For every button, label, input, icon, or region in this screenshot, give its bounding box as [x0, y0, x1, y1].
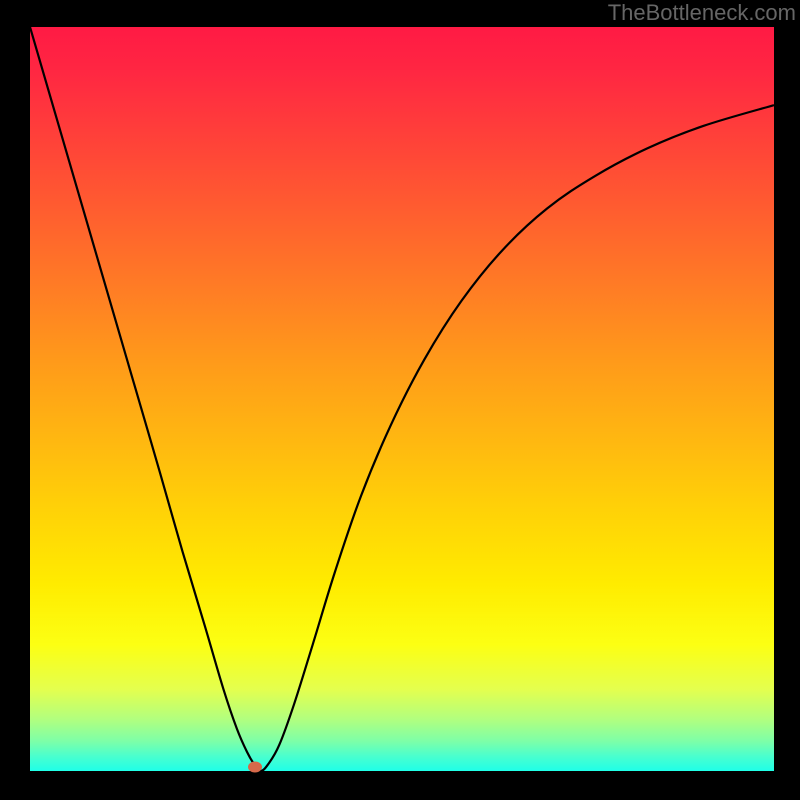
minimum-marker	[248, 762, 262, 773]
watermark-text: TheBottleneck.com	[608, 0, 796, 26]
plot-area	[30, 27, 774, 771]
bottleneck-curve	[30, 27, 774, 771]
chart-container: TheBottleneck.com	[0, 0, 800, 800]
